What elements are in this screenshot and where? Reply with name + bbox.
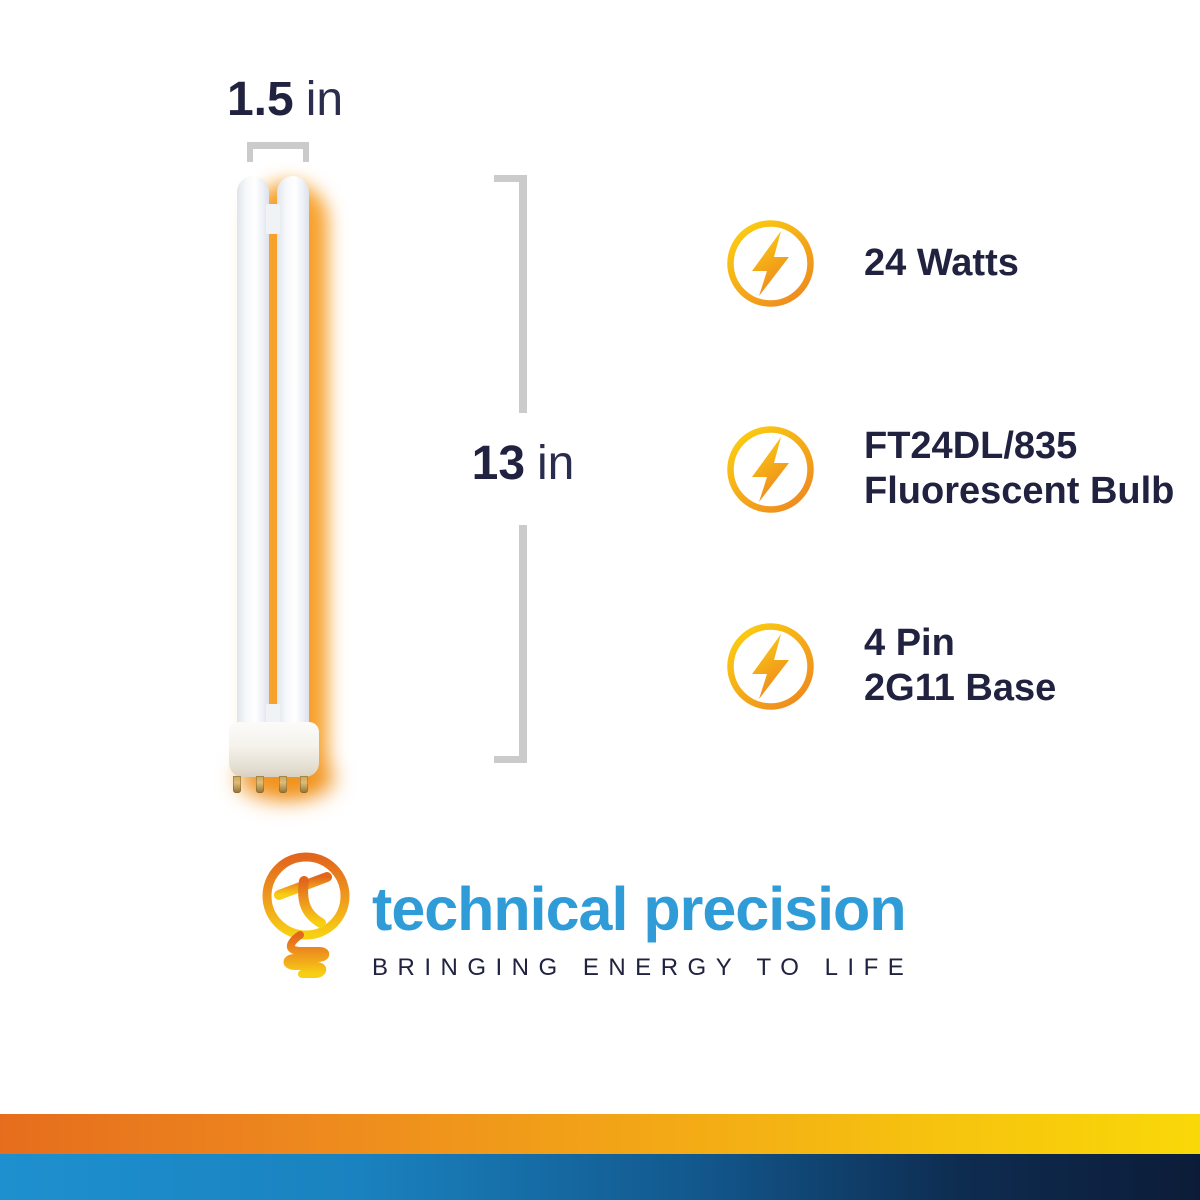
width-dimension-label: 1.5 in bbox=[190, 72, 380, 127]
brand-name: technical precision bbox=[372, 875, 907, 943]
feature-text: 4 Pin 2G11 Base bbox=[864, 621, 1056, 711]
feature-line-1: 4 Pin bbox=[864, 622, 955, 664]
feature-model: FT24DL/835 Fluorescent Bulb bbox=[724, 421, 1174, 517]
lightning-bolt-icon bbox=[724, 620, 817, 713]
height-dimension-label: 13 in bbox=[423, 436, 623, 491]
lightning-bolt-icon bbox=[724, 423, 817, 516]
bulb-base-2g11 bbox=[229, 722, 319, 777]
feature-text: 24 Watts bbox=[864, 241, 1019, 286]
feature-line-1: 24 Watts bbox=[864, 241, 1019, 284]
height-measure-bracket-bottom bbox=[494, 525, 527, 763]
bulb-tube-left bbox=[237, 176, 269, 736]
width-value: 1.5 bbox=[226, 73, 294, 126]
feature-wattage: 24 Watts bbox=[724, 215, 1019, 311]
feature-line-2: 2G11 Base bbox=[864, 667, 1057, 709]
height-measure-bracket-top bbox=[494, 175, 527, 413]
width-unit: in bbox=[305, 73, 344, 126]
brand-block: technical precision BRINGING ENERGY TO L… bbox=[372, 874, 913, 982]
base-pin-1 bbox=[233, 776, 241, 793]
base-pin-3 bbox=[279, 776, 287, 793]
base-pin-4 bbox=[300, 776, 308, 793]
brand-tagline: BRINGING ENERGY TO LIFE bbox=[372, 954, 914, 981]
feature-base: 4 Pin 2G11 Base bbox=[724, 618, 1056, 714]
tube-bridge-bottom bbox=[266, 704, 280, 724]
base-pin-2 bbox=[256, 776, 264, 793]
height-unit: in bbox=[537, 437, 575, 490]
feature-text: FT24DL/835 Fluorescent Bulb bbox=[864, 424, 1174, 514]
lightbulb-t-logo-icon bbox=[258, 848, 354, 1003]
bottom-orange-bar bbox=[0, 1114, 1200, 1154]
width-measure-bracket bbox=[247, 142, 309, 162]
lightning-bolt-icon bbox=[724, 217, 817, 310]
feature-line-1: FT24DL/835 bbox=[864, 425, 1078, 467]
bottom-blue-bar bbox=[0, 1154, 1200, 1200]
tube-bridge-top bbox=[266, 204, 280, 234]
height-value: 13 bbox=[471, 437, 526, 490]
bulb-tube-right bbox=[277, 176, 309, 736]
feature-line-2: Fluorescent Bulb bbox=[864, 470, 1175, 512]
